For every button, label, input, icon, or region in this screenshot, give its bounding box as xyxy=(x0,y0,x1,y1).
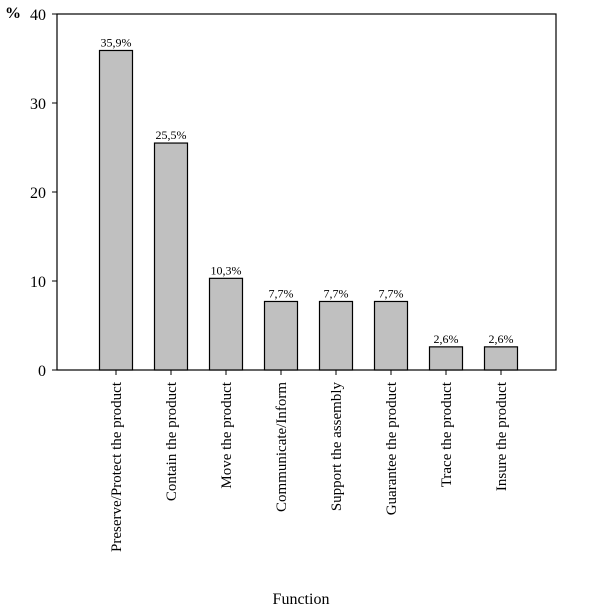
bar xyxy=(263,300,299,371)
bar-data-label: 7,7% xyxy=(269,286,294,300)
y-tick-label: 30 xyxy=(30,96,46,113)
y-tick-label: 40 xyxy=(30,7,46,24)
x-category-label: Trace the product xyxy=(439,381,455,487)
x-category-label: Preserve/Protect the product xyxy=(109,381,125,552)
x-category-label: Support the assembly xyxy=(329,382,345,512)
x-category-label: Contain the product xyxy=(164,381,180,501)
bar xyxy=(483,346,519,371)
bar xyxy=(153,142,189,371)
bar xyxy=(373,300,409,371)
bar xyxy=(318,300,354,371)
bar-data-label: 10,3% xyxy=(211,263,242,277)
bar-data-label: 7,7% xyxy=(379,286,404,300)
bar-data-label: 7,7% xyxy=(324,286,349,300)
bar-data-label: 2,6% xyxy=(434,332,459,346)
bar xyxy=(428,346,464,371)
data-labels: 35,9% 25,5% 10,3% 7,7% 7,7% 7,7% 2,6% 2,6% xyxy=(101,35,514,345)
x-category-label: Move the product xyxy=(219,381,235,488)
y-tick-label: 20 xyxy=(30,185,46,202)
x-category-label: Guarantee the product xyxy=(384,381,400,515)
y-tick-label: 10 xyxy=(30,274,46,291)
x-axis-label: Function xyxy=(273,591,330,608)
x-axis: Preserve/Protect the product Contain the … xyxy=(109,370,510,552)
y-tick-label: 0 xyxy=(38,363,46,380)
y-axis: 0 10 20 30 40 xyxy=(30,7,57,380)
bar-series xyxy=(98,49,519,371)
y-axis-label: % xyxy=(5,5,21,22)
bar-data-label: 2,6% xyxy=(489,332,514,346)
bar xyxy=(208,277,244,371)
x-category-label: Communicate/Inform xyxy=(274,382,290,512)
x-category-label: Insure the product xyxy=(494,381,510,491)
bar-data-label: 25,5% xyxy=(156,128,187,142)
bar xyxy=(98,49,134,371)
bar-data-label: 35,9% xyxy=(101,35,132,49)
